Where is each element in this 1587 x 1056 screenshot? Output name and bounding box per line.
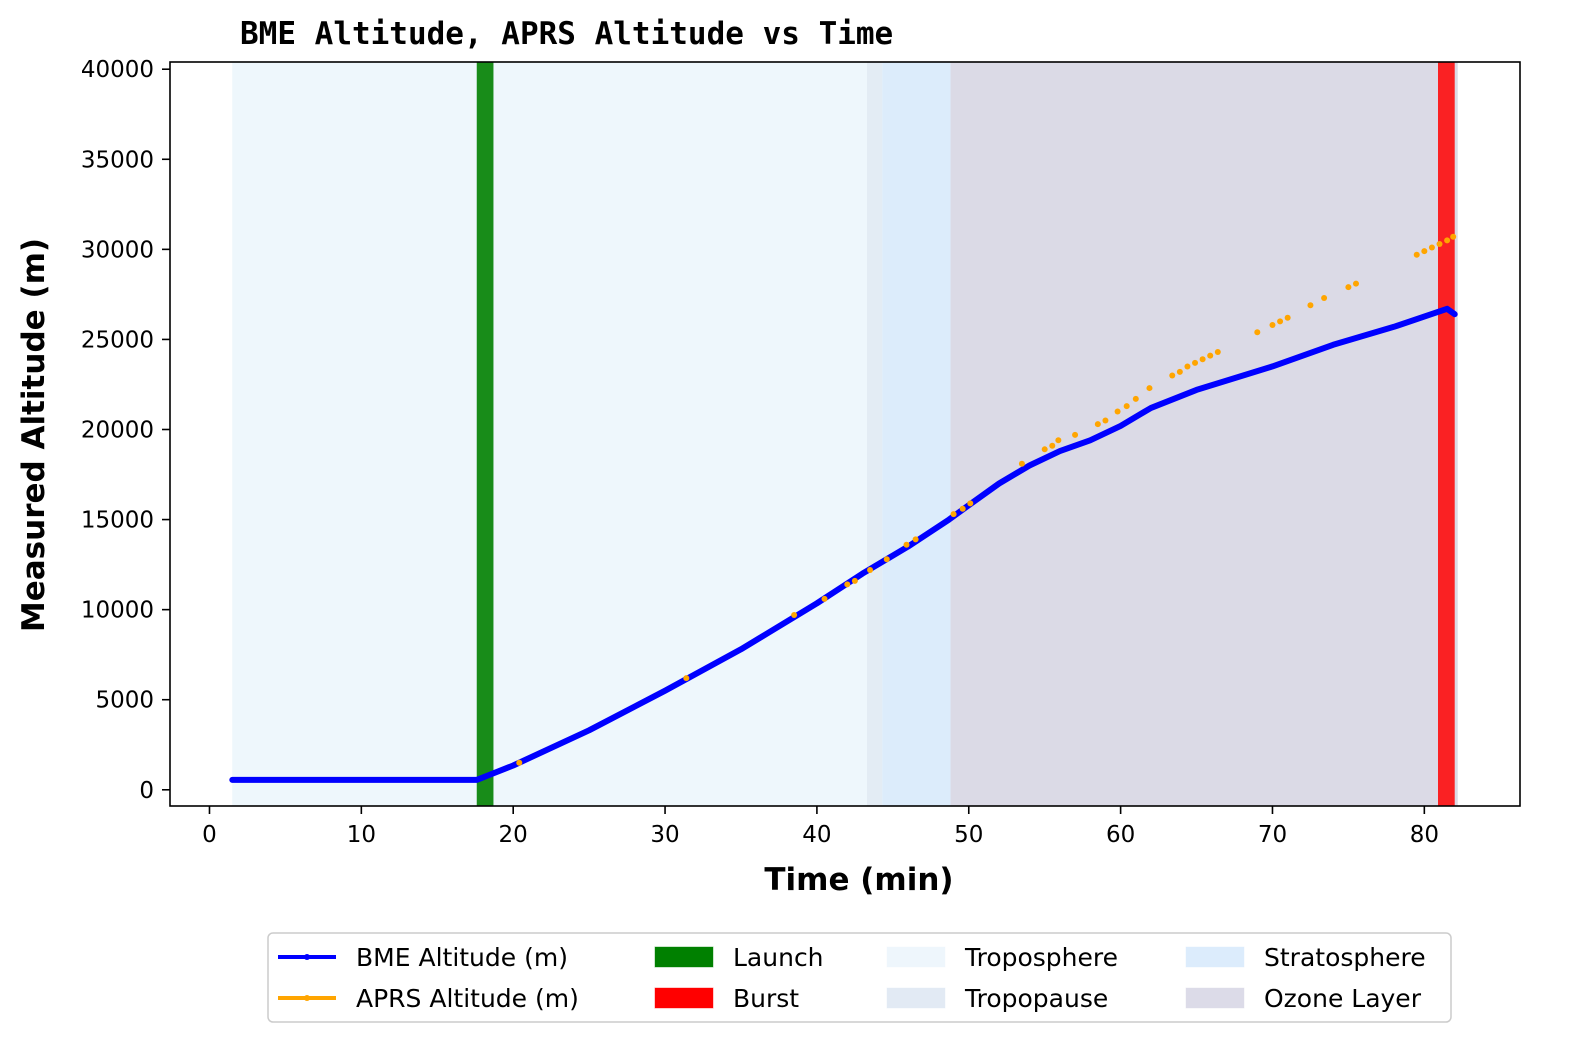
aprs-altitude-point <box>1207 352 1214 359</box>
aprs-altitude-point <box>1444 237 1451 244</box>
legend-patch <box>654 946 714 968</box>
aprs-altitude-point <box>1132 395 1139 402</box>
y-tick-label: 20000 <box>81 417 154 443</box>
x-tick-label: 80 <box>1410 822 1439 848</box>
aprs-altitude-point <box>1214 349 1221 356</box>
span-launch <box>476 62 494 806</box>
aprs-altitude-point <box>821 595 828 602</box>
x-tick-label: 20 <box>499 822 528 848</box>
legend-point-marker <box>304 954 310 960</box>
y-tick-label: 25000 <box>81 327 154 353</box>
legend-box <box>267 932 1452 1023</box>
aprs-altitude-point <box>1269 322 1276 329</box>
aprs-altitude-point <box>844 581 851 588</box>
aprs-altitude-point <box>1123 403 1130 410</box>
series-line-bme-altitude <box>229 305 1458 783</box>
aprs-altitude-point <box>1413 251 1420 258</box>
aprs-altitude-point <box>950 511 957 518</box>
span-burst <box>1437 62 1455 806</box>
legend-label: Tropopause <box>964 984 1108 1013</box>
x-tick-label: 60 <box>1106 822 1135 848</box>
legend-label: BME Altitude (m) <box>356 943 568 972</box>
y-tick-label: 15000 <box>81 508 154 534</box>
aprs-altitude-point <box>516 759 523 766</box>
legend-patch <box>654 987 714 1009</box>
aprs-altitude-point <box>1018 460 1025 467</box>
y-tick-label: 40000 <box>81 57 154 83</box>
x-tick-label: 10 <box>347 822 376 848</box>
x-axis-label: Time (min) <box>764 862 953 898</box>
aprs-altitude-point <box>1307 302 1314 309</box>
legend-patch <box>886 987 946 1009</box>
aprs-altitude-point <box>791 612 798 619</box>
aprs-altitude-point <box>1345 284 1352 291</box>
aprs-altitude-point <box>1352 280 1359 287</box>
aprs-altitude-point <box>1041 446 1048 453</box>
aprs-altitude-point <box>867 567 874 574</box>
y-tick-label: 35000 <box>81 147 154 173</box>
x-tick-label: 70 <box>1258 822 1287 848</box>
span-stratosphere <box>882 62 951 806</box>
aprs-altitude-point <box>1114 408 1121 415</box>
aprs-altitude-point <box>1094 421 1101 428</box>
y-tick-label: 5000 <box>95 688 154 714</box>
legend-label: APRS Altitude (m) <box>356 984 579 1013</box>
aprs-altitude-point <box>1055 437 1062 444</box>
aprs-altitude-point <box>903 541 910 548</box>
aprs-altitude-point <box>1072 431 1079 438</box>
y-tick-label: 10000 <box>81 598 154 624</box>
legend-patch <box>1185 987 1245 1009</box>
aprs-altitude-point <box>1277 318 1284 325</box>
x-tick-label: 0 <box>202 822 217 848</box>
y-tick-label: 0 <box>139 778 154 804</box>
chart-title: BME Altitude, APRS Altitude vs Time <box>240 16 893 52</box>
aprs-altitude-point <box>1199 356 1206 363</box>
span-ozone-layer <box>950 62 1458 806</box>
legend-point-marker <box>304 995 310 1001</box>
span-tropopause <box>867 62 883 806</box>
atmosphere-spans <box>232 62 1458 806</box>
legend-patch <box>886 946 946 968</box>
aprs-altitude-point <box>683 675 690 682</box>
aprs-altitude-point <box>1254 329 1261 336</box>
x-axis: 0 10 20 30 40 50 60 70 80 <box>202 806 1439 848</box>
aprs-altitude-point <box>1450 233 1457 240</box>
legend-patch <box>1185 946 1245 968</box>
aprs-altitude-point <box>1284 314 1291 321</box>
aprs-altitude-point <box>883 556 890 563</box>
span-troposphere <box>232 62 868 806</box>
legend-label: Launch <box>733 943 824 972</box>
aprs-altitude-point <box>851 577 858 584</box>
x-tick-label: 50 <box>954 822 983 848</box>
aprs-altitude-point <box>1176 368 1183 375</box>
legend: BME Altitude (m) APRS Altitude (m) Launch B… <box>267 932 1452 1023</box>
x-tick-label: 30 <box>650 822 679 848</box>
aprs-altitude-point <box>1169 372 1176 379</box>
aprs-altitude-point <box>912 536 919 543</box>
legend-label: Ozone Layer <box>1264 984 1422 1013</box>
aprs-altitude-point <box>1184 363 1191 370</box>
aprs-altitude-point <box>1428 244 1435 251</box>
aprs-altitude-point <box>1421 248 1428 255</box>
plot-frame <box>169 61 1521 807</box>
aprs-altitude-point <box>1049 442 1056 449</box>
series-layer <box>229 233 1458 783</box>
aprs-altitude-point <box>967 500 974 507</box>
y-axis-label: Measured Altitude (m) <box>16 238 52 632</box>
x-tick-label: 40 <box>802 822 831 848</box>
aprs-altitude-point <box>1192 359 1199 366</box>
aprs-altitude-point <box>1436 240 1443 247</box>
aprs-altitude-point <box>1102 417 1109 424</box>
legend-label: Troposphere <box>964 943 1118 972</box>
aprs-altitude-point <box>1321 294 1328 301</box>
legend-label: Burst <box>733 984 799 1013</box>
aprs-altitude-point <box>1146 385 1153 392</box>
legend-label: Stratosphere <box>1264 943 1426 972</box>
y-axis: 0 5000 10000 15000 20000 25000 30000 35000 40000 <box>81 57 170 804</box>
y-tick-label: 30000 <box>81 237 154 263</box>
aprs-altitude-point <box>959 505 966 512</box>
